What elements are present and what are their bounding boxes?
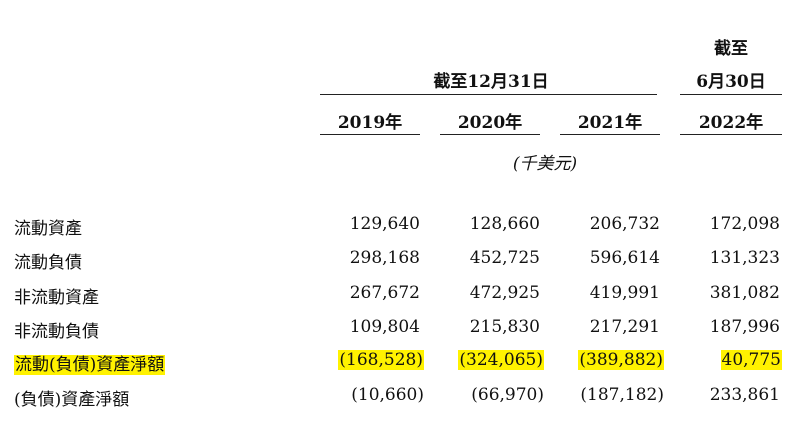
year-underline-2021 (560, 134, 660, 135)
cell-value: 187,996 (709, 317, 780, 337)
row-label: 非流動資產 (14, 288, 99, 308)
row-label: 流動資產 (14, 219, 82, 239)
year-underline-2020 (440, 134, 540, 135)
cell-value: 596,614 (589, 248, 660, 268)
cell-value: 472,925 (469, 283, 540, 303)
cell-value: 206,732 (589, 214, 660, 234)
cell-value: 215,830 (469, 317, 540, 337)
year-header-2021: 2021年 (577, 113, 643, 133)
cell-value: (389,882) (578, 350, 664, 370)
cell-value: 217,291 (589, 317, 660, 337)
unit-label: (千美元) (512, 154, 578, 174)
cell-value: (10,660) (351, 385, 424, 405)
cell-value: 131,323 (709, 248, 780, 268)
row-label: (負債)資產淨額 (14, 390, 130, 410)
row-label: 流動(負債)資產淨額 (14, 355, 166, 375)
header-asof-label: 截至 (714, 39, 748, 59)
cell-value: 233,861 (709, 385, 780, 405)
year-underline-2022 (680, 134, 782, 135)
cell-value: 129,640 (349, 214, 420, 234)
year-header-2022: 2022年 (698, 113, 764, 133)
cell-value: 419,991 (589, 283, 660, 303)
year-underline-2019 (320, 134, 420, 135)
cell-value: (66,970) (471, 385, 544, 405)
asof-underline (680, 94, 782, 95)
cell-value: 381,082 (709, 283, 780, 303)
cell-value: 172,098 (709, 214, 780, 234)
year-header-2020: 2020年 (457, 113, 523, 133)
header-asof-date: 6月30日 (696, 72, 766, 92)
cell-value: (324,065) (458, 350, 544, 370)
cell-value: 267,672 (349, 283, 420, 303)
cell-value: 109,804 (349, 317, 420, 337)
cell-value: (187,182) (580, 385, 664, 405)
year-header-2019: 2019年 (337, 113, 403, 133)
cell-value: 128,660 (469, 214, 540, 234)
cell-value: 298,168 (349, 248, 420, 268)
row-label: 流動負債 (14, 253, 82, 273)
row-label: 非流動負債 (14, 322, 99, 342)
group-underline (320, 94, 657, 95)
cell-value: (168,528) (338, 350, 424, 370)
header-group-label: 截至12月31日 (433, 72, 549, 92)
cell-value: 452,725 (469, 248, 540, 268)
cell-value: 40,775 (720, 350, 782, 370)
